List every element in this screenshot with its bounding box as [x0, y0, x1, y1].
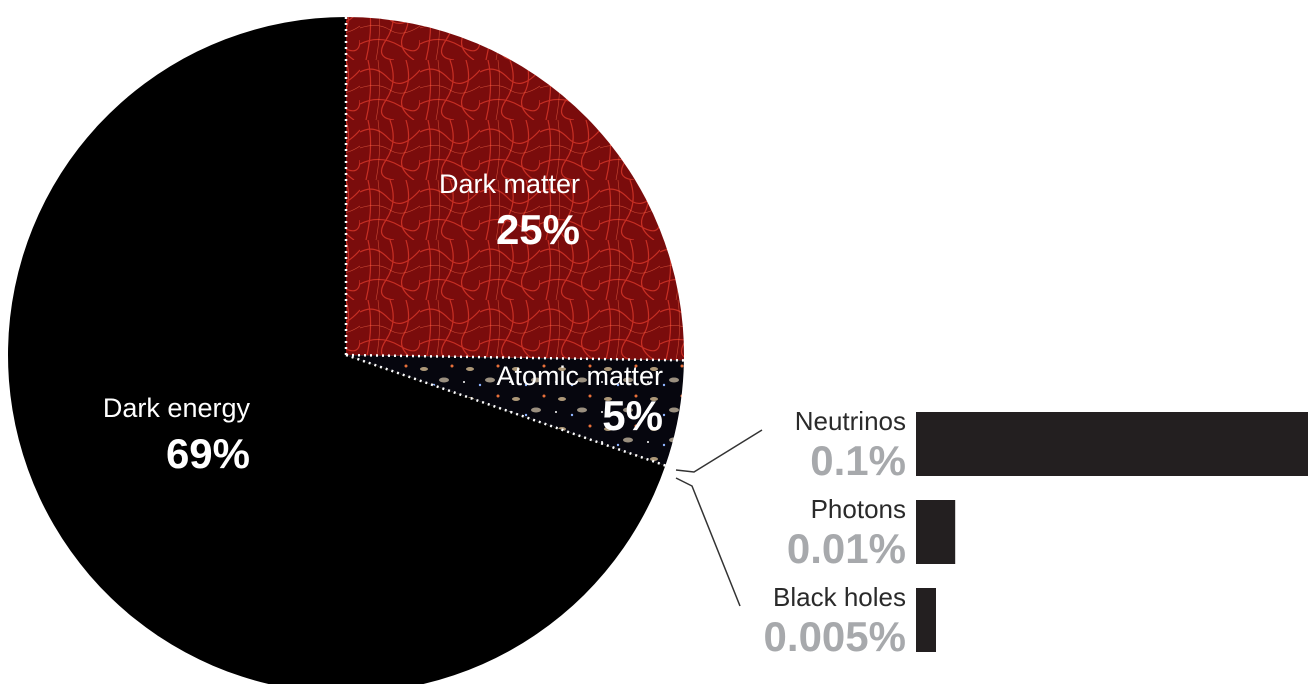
pie-slice-divider-3 — [345, 353, 666, 467]
pie-value-dark-matter: 25% — [496, 206, 580, 253]
callout-connector-upper — [675, 429, 763, 473]
pie-value-dark-energy: 69% — [166, 430, 250, 477]
bar-neutrinos — [916, 412, 1308, 476]
bar-label-photons: Photons — [811, 494, 906, 524]
bar-value-black-holes: 0.005% — [764, 613, 906, 660]
pie-slice-dark-energy — [8, 17, 666, 684]
pie-label-atomic-matter: Atomic matter — [496, 361, 663, 391]
bar-photons — [916, 500, 956, 564]
bar-value-neutrinos: 0.1% — [810, 437, 906, 484]
bar-value-photons: 0.01% — [787, 525, 906, 572]
pie-slice-atomic-matter — [346, 355, 684, 466]
pie-slice-divider-2 — [345, 353, 684, 362]
bar-label-black-holes: Black holes — [773, 582, 906, 612]
pie-label-dark-energy: Dark energy — [103, 393, 251, 423]
pie-value-atomic-matter: 5% — [602, 392, 663, 439]
pie-label-dark-matter: Dark matter — [439, 169, 580, 199]
callout-connector-lower — [675, 477, 741, 607]
bar-label-neutrinos: Neutrinos — [795, 406, 906, 436]
pie-slice-dark-matter — [346, 17, 684, 361]
callout-connectors — [675, 429, 763, 607]
bar-black-holes — [916, 588, 936, 652]
